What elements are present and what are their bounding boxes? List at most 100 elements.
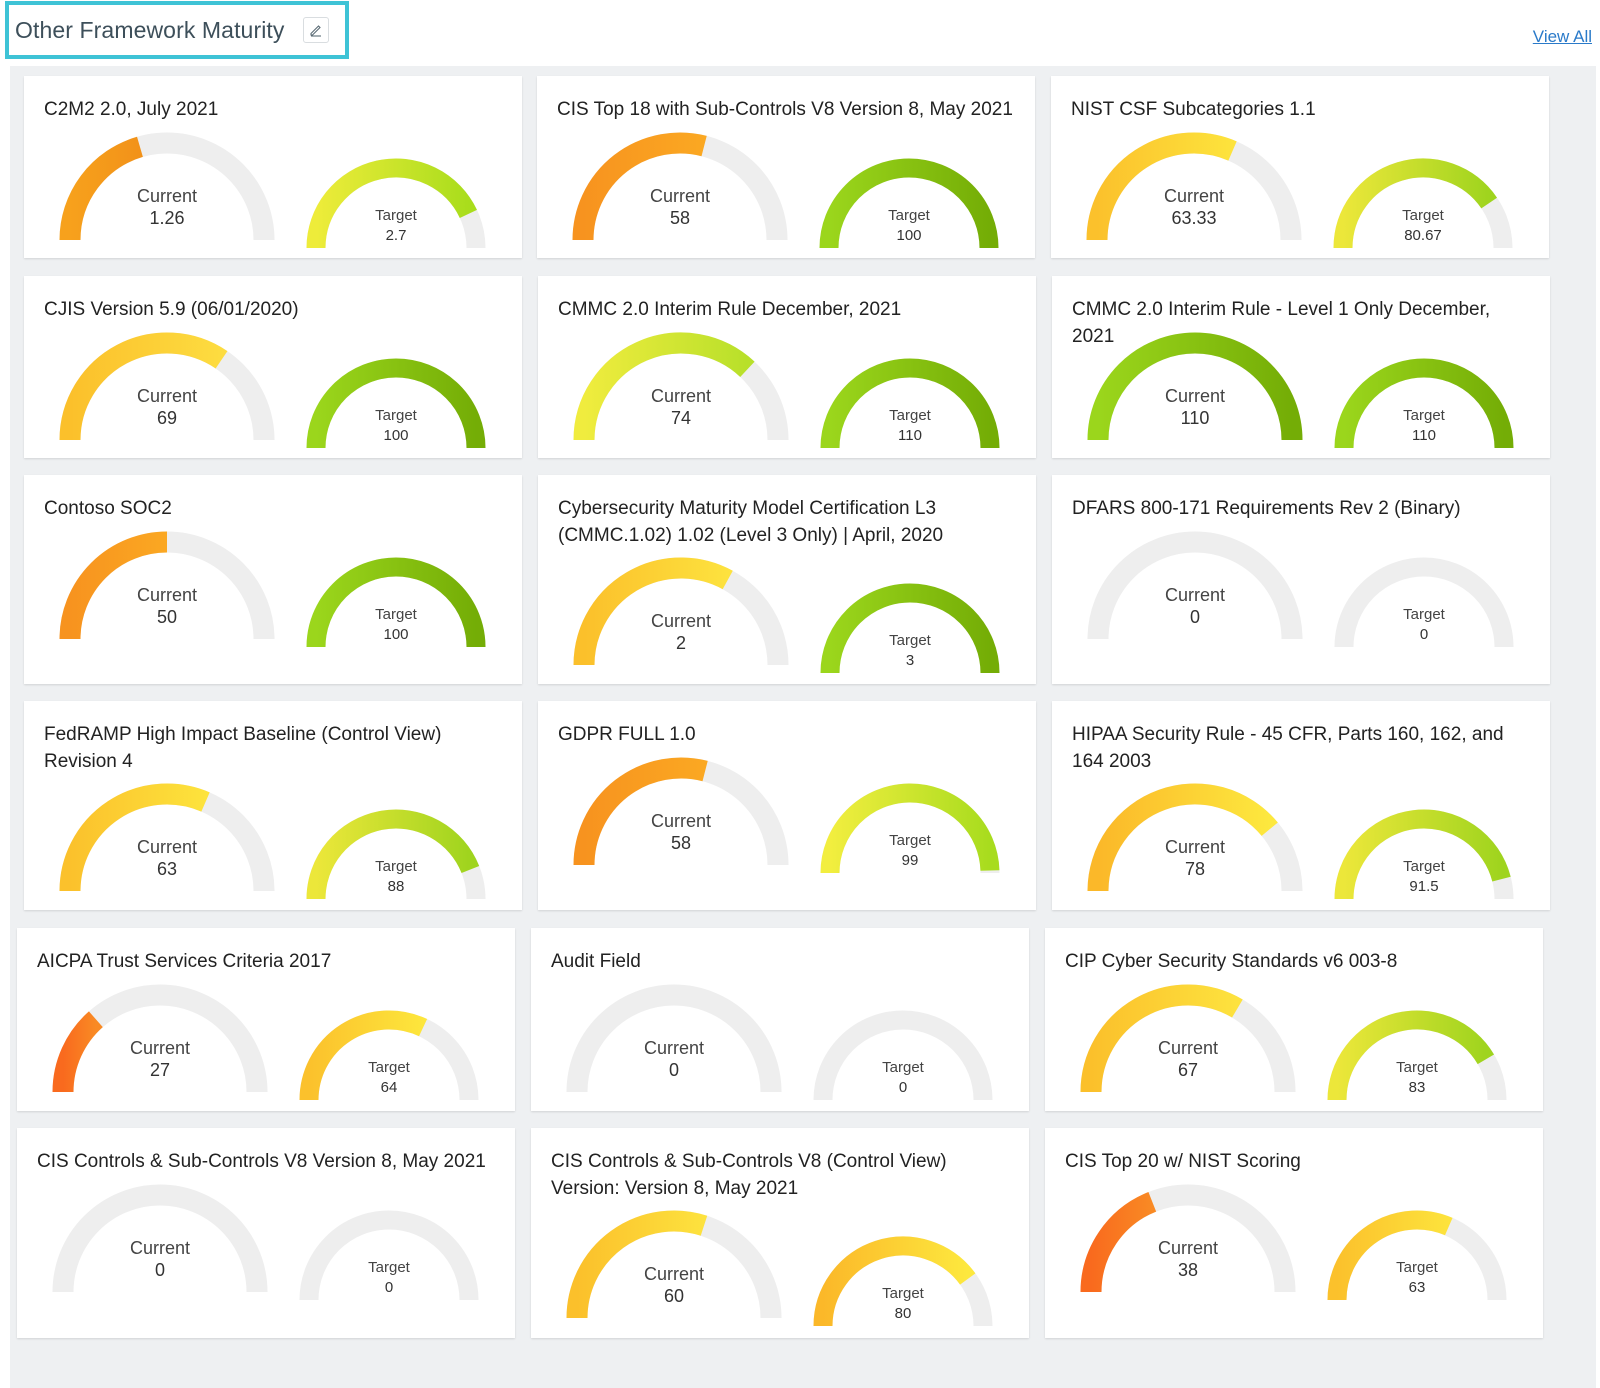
current-label: Current xyxy=(1165,386,1225,406)
target-label: Target xyxy=(375,858,418,875)
target-value: 99 xyxy=(902,852,919,869)
edit-title-button[interactable] xyxy=(302,17,329,43)
target-gauge: Target 0 xyxy=(299,1210,479,1301)
target-gauge: Target 3 xyxy=(820,583,1000,674)
framework-card[interactable]: Cybersecurity Maturity Model Certificati… xyxy=(538,475,1036,684)
framework-card[interactable]: FedRAMP High Impact Baseline (Control Vi… xyxy=(24,701,522,910)
target-gauge: Target 80 xyxy=(813,1236,993,1327)
current-value: 63 xyxy=(157,859,177,879)
target-gauge: Target 91.5 xyxy=(1334,809,1514,900)
target-gauge-fill xyxy=(1327,1010,1495,1101)
target-label: Target xyxy=(375,207,418,224)
card-title: CJIS Version 5.9 (06/01/2020) xyxy=(44,299,299,320)
framework-card[interactable]: CMMC 2.0 Interim Rule - Level 1 Only Dec… xyxy=(1052,276,1550,458)
target-gauge: Target 110 xyxy=(1334,358,1514,449)
target-gauge-fill xyxy=(820,358,1000,449)
current-value: 67 xyxy=(1178,1060,1198,1080)
target-value: 88 xyxy=(388,878,405,895)
framework-card[interactable]: C2M2 2.0, July 2021 Current 1.26 Target 2.7 xyxy=(24,76,522,258)
card-title: DFARS 800-171 Requirements Rev 2 (Binary… xyxy=(1072,498,1461,519)
target-value: 80.67 xyxy=(1404,227,1442,244)
target-gauge-fill xyxy=(1334,809,1511,900)
current-gauge-fill xyxy=(1087,332,1303,441)
target-value: 80 xyxy=(895,1305,912,1322)
current-value: 50 xyxy=(157,607,177,627)
card-title: Cybersecurity Maturity Model Certificati… xyxy=(558,498,944,546)
framework-card[interactable]: CIS Top 18 with Sub-Controls V8 Version … xyxy=(537,76,1035,258)
target-gauge-fill xyxy=(1327,1210,1453,1301)
framework-card[interactable]: CMMC 2.0 Interim Rule December, 2021 Curr… xyxy=(538,276,1036,458)
current-value: 74 xyxy=(671,408,691,428)
framework-card[interactable]: GDPR FULL 1.0 Current 58 Target 99 xyxy=(538,701,1036,910)
current-value: 0 xyxy=(1190,607,1200,627)
card-title: HIPAA Security Rule - 45 CFR, Parts 160,… xyxy=(1072,724,1504,772)
target-gauge: Target 100 xyxy=(306,557,486,648)
view-all-link[interactable]: View All xyxy=(1532,27,1592,46)
current-value: 2 xyxy=(676,633,686,653)
framework-card[interactable]: CJIS Version 5.9 (06/01/2020) Current 69 Ta… xyxy=(24,276,522,458)
card-title: GDPR FULL 1.0 xyxy=(558,724,696,745)
card-title: NIST CSF Subcategories 1.1 xyxy=(1071,99,1316,120)
target-label: Target xyxy=(882,1059,925,1076)
framework-card[interactable]: CIP Cyber Security Standards v6 003-8 Cur… xyxy=(1045,928,1543,1111)
framework-card[interactable]: Audit Field Current 0 Target 0 xyxy=(531,928,1029,1111)
current-gauge-fill xyxy=(59,531,168,640)
current-label: Current xyxy=(1165,585,1225,605)
target-label: Target xyxy=(889,832,932,849)
target-gauge: Target 83 xyxy=(1327,1010,1507,1101)
current-label: Current xyxy=(650,186,710,206)
target-gauge: Target 110 xyxy=(820,358,1000,449)
current-label: Current xyxy=(644,1038,704,1058)
current-label: Current xyxy=(644,1264,704,1284)
framework-card[interactable]: AICPA Trust Services Criteria 2017 Curren… xyxy=(17,928,515,1111)
target-value: 64 xyxy=(381,1079,398,1096)
framework-card[interactable]: HIPAA Security Rule - 45 CFR, Parts 160,… xyxy=(1052,701,1550,910)
current-gauge-track xyxy=(52,1184,268,1293)
framework-card[interactable]: CIS Controls & Sub-Controls V8 (Control … xyxy=(531,1128,1029,1338)
target-gauge-fill xyxy=(299,1010,428,1101)
current-gauge-fill xyxy=(59,783,210,892)
target-label: Target xyxy=(1403,858,1446,875)
framework-card[interactable]: NIST CSF Subcategories 1.1 Current 63.33 Ta… xyxy=(1051,76,1549,258)
current-gauge-fill xyxy=(59,136,144,241)
target-value: 110 xyxy=(1412,427,1436,444)
target-label: Target xyxy=(375,407,418,424)
current-value: 63.33 xyxy=(1171,208,1216,228)
target-gauge-fill xyxy=(820,583,1000,674)
target-gauge-fill xyxy=(1333,158,1498,249)
target-gauge: Target 63 xyxy=(1327,1210,1507,1301)
framework-card[interactable]: DFARS 800-171 Requirements Rev 2 (Binary… xyxy=(1052,475,1550,684)
framework-card[interactable]: CIS Controls & Sub-Controls V8 Version 8… xyxy=(17,1128,515,1338)
target-label: Target xyxy=(1402,207,1445,224)
target-value: 0 xyxy=(1420,626,1428,643)
target-gauge-fill xyxy=(813,1236,976,1327)
framework-card[interactable]: Contoso SOC2 Current 50 Target 100 xyxy=(24,475,522,684)
target-label: Target xyxy=(1396,1059,1439,1076)
current-label: Current xyxy=(1158,1238,1218,1258)
current-label: Current xyxy=(137,186,197,206)
target-gauge-fill xyxy=(306,358,486,449)
framework-card[interactable]: CIS Top 20 w/ NIST Scoring Current 38 Targe… xyxy=(1045,1128,1543,1338)
target-label: Target xyxy=(888,207,931,224)
current-label: Current xyxy=(651,811,711,831)
current-value: 60 xyxy=(664,1286,684,1306)
